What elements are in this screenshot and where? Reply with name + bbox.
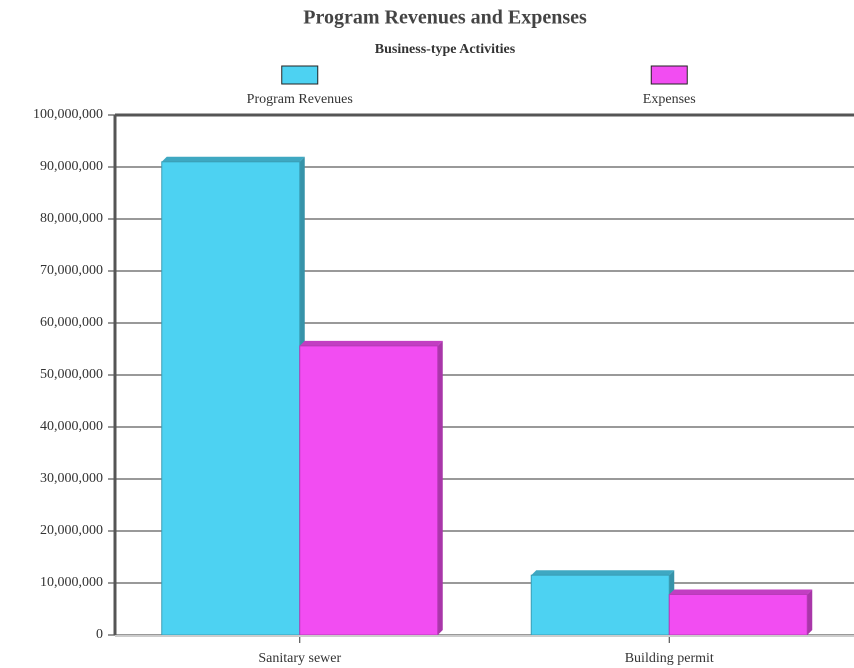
legend-swatch <box>281 65 319 85</box>
y-tick-label: 80,000,000 <box>40 211 103 226</box>
y-tick-label: 0 <box>96 627 103 642</box>
bar-side <box>437 340 443 635</box>
bar <box>530 574 670 636</box>
legend-swatch <box>650 65 688 85</box>
bar <box>161 161 301 636</box>
legend-label: Expenses <box>643 92 696 107</box>
bar-top <box>161 156 305 162</box>
bar <box>299 345 439 636</box>
x-tick-label: Building permit <box>625 651 714 666</box>
bar-side <box>807 589 813 635</box>
bar <box>668 593 808 636</box>
chart-subtitle: Business-type Activities <box>375 42 516 57</box>
y-tick-label: 20,000,000 <box>40 523 103 538</box>
bar-top <box>669 589 813 595</box>
bar-top <box>299 340 443 346</box>
y-tick-label: 60,000,000 <box>40 315 103 330</box>
chart-title: Program Revenues and Expenses <box>303 7 587 29</box>
bar-top <box>531 570 675 576</box>
legend-label: Program Revenues <box>247 92 353 107</box>
y-tick-label: 70,000,000 <box>40 263 103 278</box>
y-tick-label: 40,000,000 <box>40 419 103 434</box>
y-tick-label: 30,000,000 <box>40 471 103 486</box>
y-tick-label: 90,000,000 <box>40 159 103 174</box>
y-tick-label: 100,000,000 <box>33 107 103 122</box>
y-tick-label: 10,000,000 <box>40 575 103 590</box>
y-tick-label: 50,000,000 <box>40 367 103 382</box>
x-tick-label: Sanitary sewer <box>258 651 341 666</box>
